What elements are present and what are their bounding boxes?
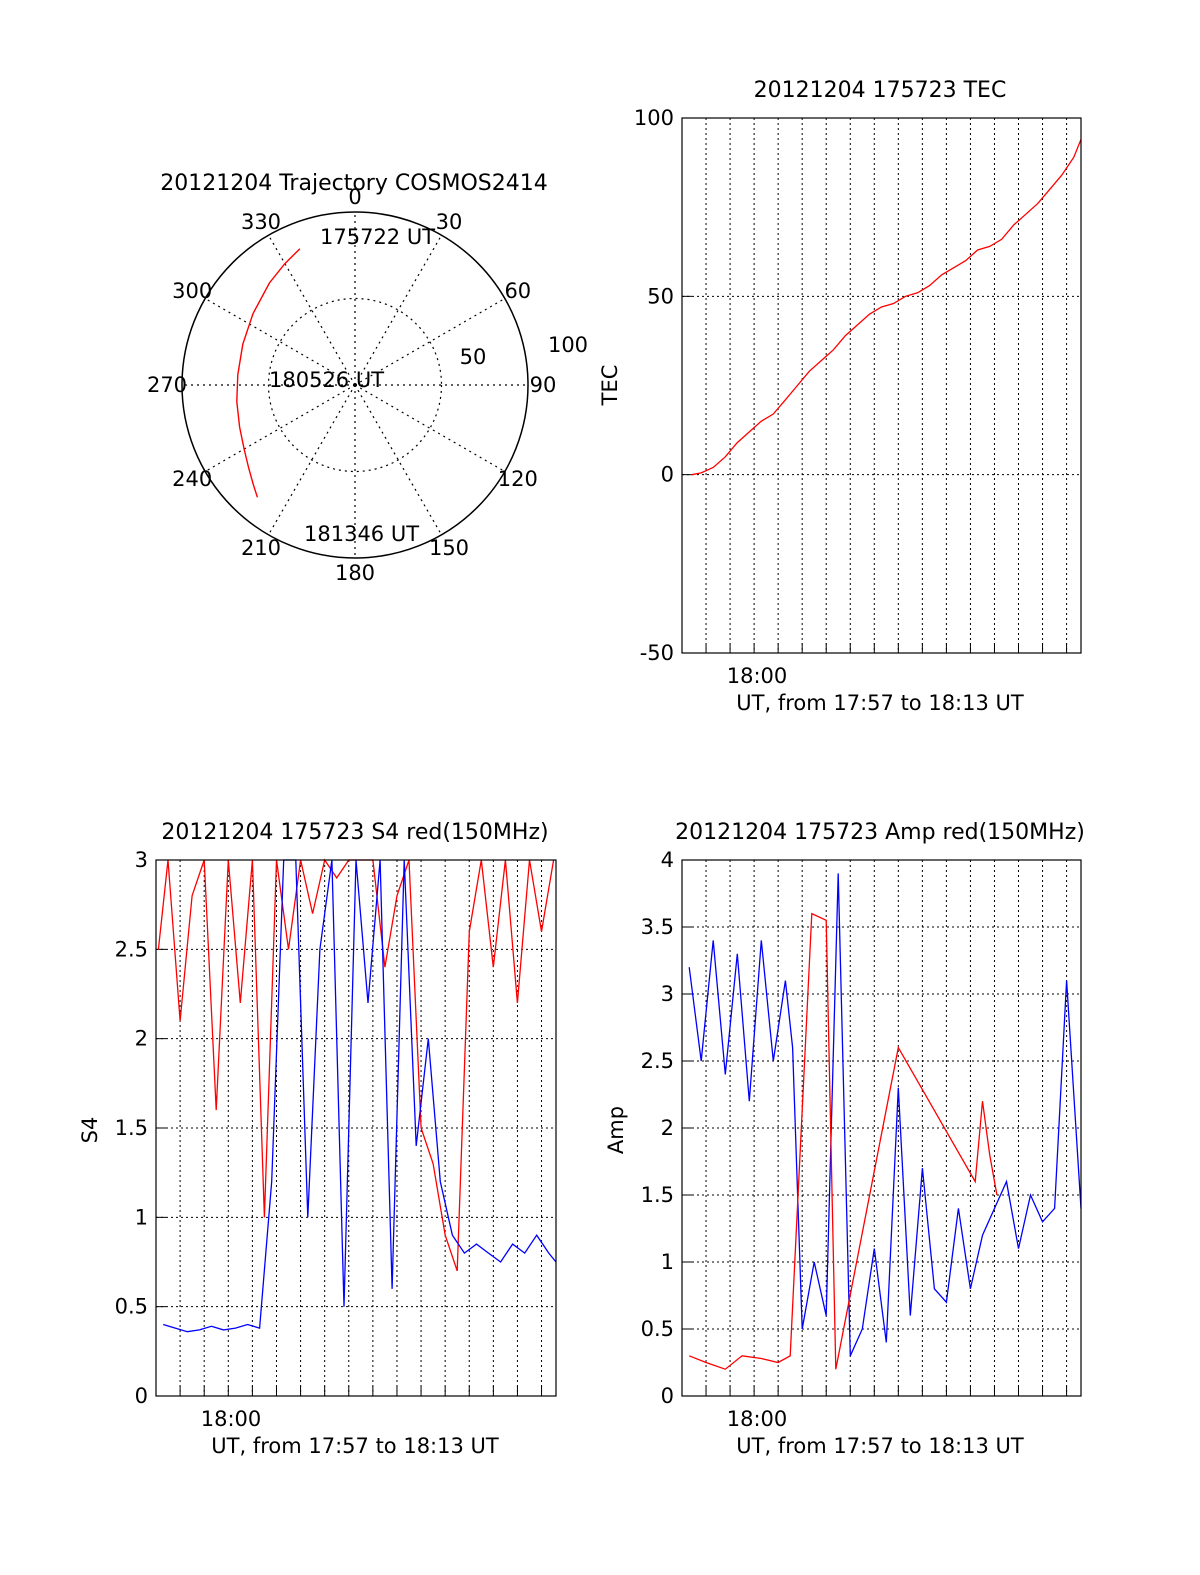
s4-xlabel: UT, from 17:57 to 18:13 UT — [211, 1434, 499, 1458]
polar-azimuth-label: 210 — [241, 536, 281, 560]
polar-grid — [181, 211, 529, 559]
polar-spoke — [354, 384, 506, 473]
amp-xtick-label: 18:00 — [727, 1407, 788, 1431]
polar-spoke — [267, 384, 356, 536]
polar-radial-label: 50 — [460, 345, 487, 369]
series-line-1 — [688, 873, 1082, 1357]
polar-azimuth-label: 60 — [504, 279, 531, 303]
s4-chart: 20121204 175723 S4 red(150MHz) S4 UT, fr… — [78, 820, 557, 1458]
polar-radial-labels: 50 100 — [460, 333, 588, 369]
y-tick-label: 2 — [661, 1116, 674, 1140]
s4-plot-area: 0 0.5 1 1.5 2 2.5 3 — [115, 848, 557, 1408]
tec-ylabel: TEC — [598, 365, 622, 407]
polar-azimuth-label: 120 — [498, 467, 538, 491]
polar-spoke — [204, 297, 356, 386]
y-tick-label: 1.5 — [641, 1183, 674, 1207]
y-tick-label: 4 — [661, 848, 674, 872]
polar-azimuth-label: 330 — [241, 210, 281, 234]
trajectory-title: 20121204 Trajectory COSMOS2414 — [160, 171, 547, 196]
amp-title: 20121204 175723 Amp red(150MHz) — [675, 820, 1085, 845]
s4-ylabel: S4 — [78, 1117, 102, 1144]
tec-title: 20121204 175723 TEC — [754, 78, 1007, 103]
polar-azimuth-label: 300 — [172, 279, 212, 303]
y-tick-label: 1.5 — [115, 1116, 148, 1140]
amp-ylabel: Amp — [604, 1106, 628, 1154]
polar-azimuth-label: 240 — [172, 467, 212, 491]
polar-inner-circle — [267, 297, 443, 473]
tec-xtick-label: 18:00 — [727, 664, 788, 688]
tec-xlabel: UT, from 17:57 to 18:13 UT — [736, 691, 1024, 715]
y-tick-label: 2 — [135, 1027, 148, 1051]
polar-azimuth-label: 180 — [335, 561, 375, 585]
y-tick-label: -50 — [640, 641, 674, 665]
y-tick-label: 0.5 — [641, 1317, 674, 1341]
tec-plot-area: -50 0 50 100 — [634, 106, 1082, 665]
trajectory-line — [236, 248, 301, 498]
y-tick-label: 0.5 — [115, 1295, 148, 1319]
polar-outer-circle — [181, 211, 529, 559]
polar-azimuth-labels: 0 30 60 90 120 150 180 210 240 270 300 330 — [147, 185, 556, 585]
tec-chart: 20121204 175723 TEC TEC UT, from 17:57 t… — [598, 78, 1082, 715]
plot-frame — [155, 859, 557, 1397]
polar-spoke — [204, 384, 356, 473]
y-tick-label: 1 — [661, 1250, 674, 1274]
y-tick-label: 3.5 — [641, 915, 674, 939]
series-line-1 — [157, 858, 555, 1272]
y-tick-label: 0 — [135, 1384, 148, 1408]
y-tick-label: 3 — [135, 848, 148, 872]
polar-spoke — [354, 297, 506, 386]
series-line-2 — [688, 912, 998, 1370]
amp-xlabel: UT, from 17:57 to 18:13 UT — [736, 1434, 1024, 1458]
plot-frame — [681, 859, 1082, 1397]
s4-title: 20121204 175723 S4 red(150MHz) — [161, 820, 548, 845]
polar-spoke — [267, 234, 356, 386]
y-tick-label: 2.5 — [641, 1049, 674, 1073]
polar-azimuth-label: 150 — [429, 536, 469, 560]
y-tick-label: 0 — [661, 1384, 674, 1408]
y-tick-label: 50 — [647, 284, 674, 308]
trajectory-start-label: 175722 UT — [320, 225, 435, 249]
y-tick-label: 100 — [634, 106, 674, 130]
trajectory-polar-plot: 20121204 Trajectory COSMOS2414 0 30 60 90 12… — [147, 171, 588, 585]
polar-radial-label: 100 — [548, 333, 588, 357]
series-line-2 — [163, 859, 557, 1333]
polar-spoke — [354, 384, 443, 536]
polar-azimuth-label: 30 — [436, 210, 463, 234]
amp-chart: 20121204 175723 Amp red(150MHz) Amp UT, … — [604, 820, 1085, 1458]
y-tick-label: 0 — [661, 463, 674, 487]
trajectory-end-label: 181346 UT — [304, 522, 419, 546]
amp-plot-area: 0 0.5 1 1.5 2 2.5 3 3.5 4 — [641, 848, 1082, 1408]
y-tick-label: 2.5 — [115, 937, 148, 961]
trajectory-mid-label: 180526 UT — [269, 368, 384, 392]
polar-azimuth-label: 90 — [530, 373, 557, 397]
polar-spoke — [354, 234, 443, 386]
polar-azimuth-label: 0 — [348, 185, 361, 209]
y-tick-label: 3 — [661, 982, 674, 1006]
polar-azimuth-label: 270 — [147, 373, 187, 397]
series-line-1 — [691, 139, 1082, 476]
plot-frame — [681, 117, 1082, 654]
s4-xtick-label: 18:00 — [201, 1407, 262, 1431]
y-tick-label: 1 — [135, 1205, 148, 1229]
